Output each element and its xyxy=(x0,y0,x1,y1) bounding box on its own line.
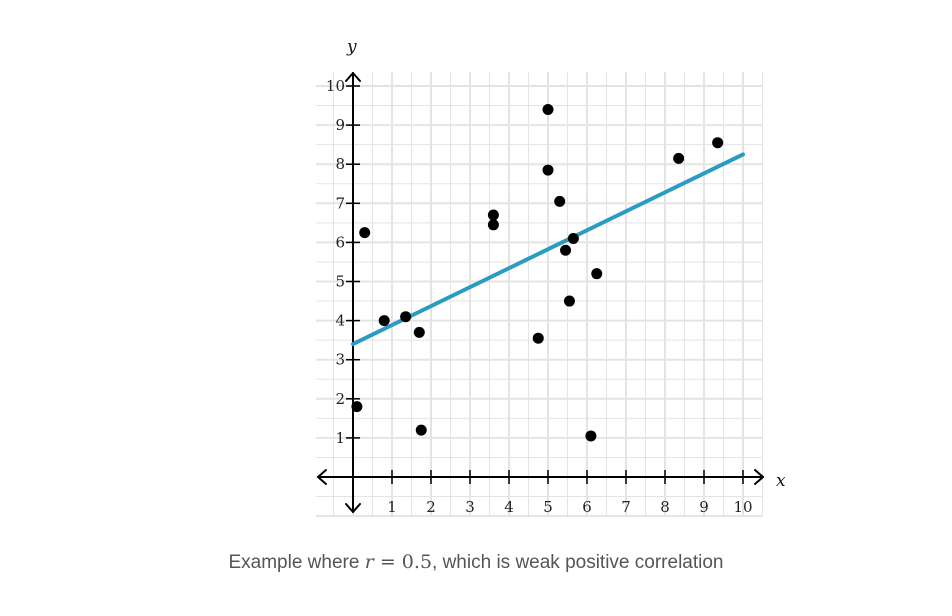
data-point xyxy=(542,103,554,115)
data-point xyxy=(585,430,597,442)
data-point xyxy=(487,209,499,221)
x-axis-left-arrow xyxy=(317,469,327,485)
x-tick-label: 8 xyxy=(660,498,670,516)
data-point xyxy=(567,232,579,244)
trendline xyxy=(351,152,745,347)
x-tick-label: 2 xyxy=(426,498,436,516)
data-point xyxy=(415,424,427,436)
x-tick-label: 5 xyxy=(543,498,553,516)
data-point xyxy=(413,326,425,338)
y-tick-label: 8 xyxy=(335,155,345,173)
x-tick-label: 7 xyxy=(621,498,631,516)
axis-ticks: 1 2 3 4 5 6 7 8 9 10 1 2 3 4 5 6 7 8 9 10 xyxy=(326,77,753,516)
data-point xyxy=(554,195,566,207)
data-point xyxy=(712,137,724,149)
scatter-plot: 1 2 3 4 5 6 7 8 9 10 1 2 3 4 5 6 7 8 9 10 x y xyxy=(316,37,786,518)
figure-caption: Example where r = 0.5, which is weak pos… xyxy=(0,551,952,574)
y-tick-label: 3 xyxy=(335,351,345,369)
data-point xyxy=(560,244,572,256)
axes xyxy=(317,72,764,513)
y-tick-label: 5 xyxy=(335,273,345,291)
data-point xyxy=(378,315,390,327)
x-tick-label: 1 xyxy=(387,498,397,516)
data-point xyxy=(359,227,371,239)
x-tick-label: 6 xyxy=(582,498,592,516)
y-tick-label: 7 xyxy=(335,194,345,212)
data-point xyxy=(532,332,544,344)
caption-prefix: Example where xyxy=(228,552,365,573)
caption-variable: r xyxy=(364,551,374,573)
x-tick-label: 10 xyxy=(733,498,752,516)
y-axis-bottom-arrow xyxy=(345,503,361,513)
y-tick-label: 4 xyxy=(335,312,345,330)
data-point xyxy=(400,311,412,323)
x-tick-label: 9 xyxy=(699,498,709,516)
x-tick-label: 3 xyxy=(465,498,475,516)
caption-suffix: , which is weak positive correlation xyxy=(432,552,724,573)
x-axis-label: x xyxy=(776,471,786,491)
data-point xyxy=(542,164,554,176)
data-point xyxy=(673,152,685,164)
trendline-group xyxy=(351,152,745,347)
y-tick-label: 2 xyxy=(335,390,345,408)
x-axis-right-arrow xyxy=(754,469,764,485)
y-axis-top-arrow xyxy=(345,72,361,82)
data-point xyxy=(563,295,575,307)
data-point xyxy=(351,401,363,413)
data-point xyxy=(591,268,603,280)
caption-equals: = 0.5 xyxy=(373,551,433,573)
data-points xyxy=(351,103,724,442)
data-point xyxy=(487,219,499,231)
x-tick-label: 4 xyxy=(504,498,514,516)
y-axis-label: y xyxy=(346,37,357,57)
grid-lines xyxy=(316,72,763,518)
y-tick-label: 10 xyxy=(326,77,345,95)
y-tick-label: 9 xyxy=(335,116,345,134)
y-tick-label: 6 xyxy=(335,233,345,251)
y-tick-label: 1 xyxy=(335,429,345,447)
